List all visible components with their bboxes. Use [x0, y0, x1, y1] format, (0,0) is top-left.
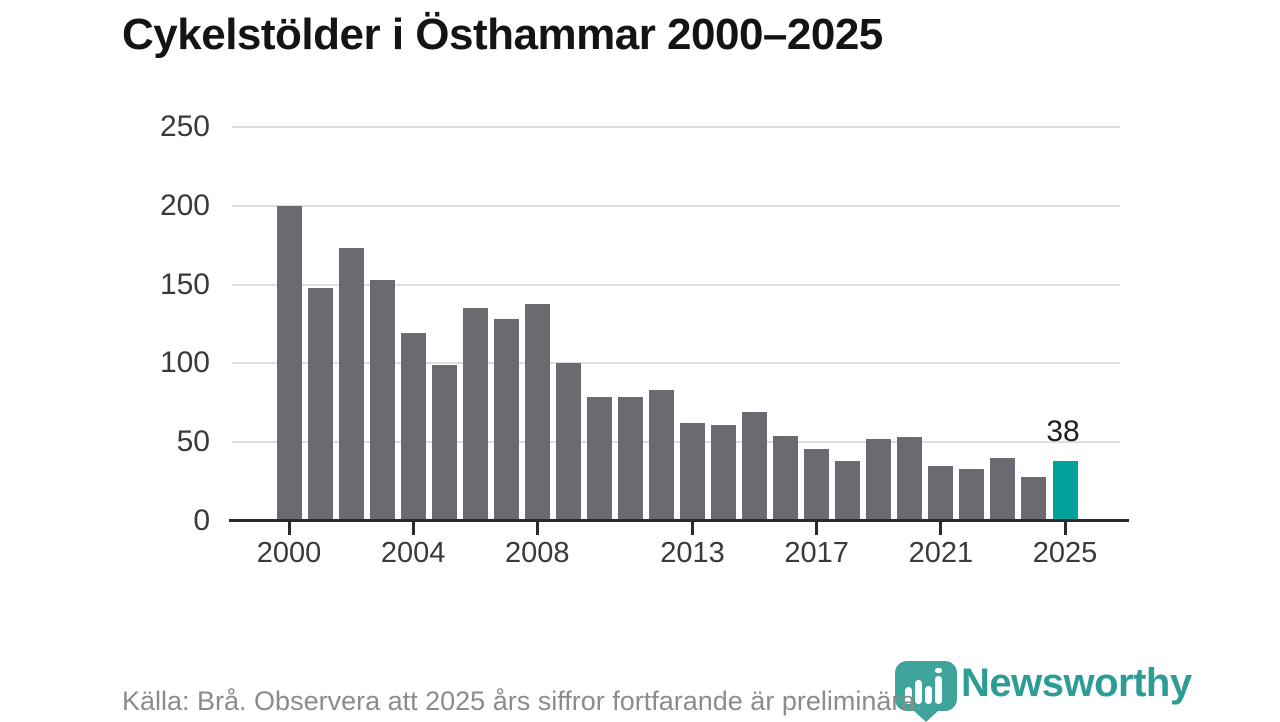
x-axis-label-2017: 2017 [784, 537, 849, 569]
bar-2002 [338, 248, 364, 521]
x-axis-tick-2021 [939, 522, 943, 535]
y-axis-label-250: 250 [159, 110, 210, 143]
x-axis-label-2021: 2021 [908, 537, 974, 569]
y-axis-label-150: 150 [159, 267, 210, 301]
x-axis-tick-2017 [815, 522, 819, 535]
bar-2009 [555, 363, 581, 521]
y-axis-label-200: 200 [159, 188, 210, 222]
bar-2016 [773, 435, 799, 521]
y-axis-label-50: 50 [176, 425, 210, 459]
source-note: Källa: Brå. Observera att 2025 års siffr… [122, 686, 923, 716]
bar-2011 [617, 396, 643, 521]
x-axis-label-2000: 2000 [256, 537, 322, 569]
bar-2003 [369, 279, 395, 521]
bar-2024 [1021, 476, 1047, 521]
bar-2022 [959, 469, 985, 521]
bar-2020 [897, 437, 923, 521]
brand-logo: Newsworthy [893, 660, 1192, 722]
bar-2025 [1052, 461, 1078, 521]
gridline-150 [232, 283, 1120, 286]
bar-2000 [276, 205, 302, 521]
highlight-value-label: 38 [1046, 415, 1080, 449]
x-axis-tick-2008 [535, 522, 539, 535]
x-axis-label-2013: 2013 [660, 537, 725, 569]
gridline-250 [232, 126, 1120, 128]
newsworthy-bubble-barchart-icon [895, 661, 957, 722]
bar-2005 [431, 364, 457, 521]
x-axis-line [229, 519, 1129, 522]
bar-2021 [928, 465, 954, 521]
y-axis-label-100: 100 [159, 346, 210, 380]
gridline-50 [232, 441, 1120, 444]
x-axis-tick-2004 [411, 522, 415, 535]
bar-2017 [804, 448, 830, 521]
y-axis-label-0: 0 [193, 504, 210, 537]
x-axis-label-2008: 2008 [505, 537, 570, 569]
x-axis-tick-2000 [287, 522, 291, 535]
bar-2004 [400, 333, 426, 521]
x-axis-tick-2025 [1063, 522, 1067, 535]
x-axis-tick-2013 [691, 522, 695, 535]
bar-2015 [742, 412, 768, 521]
chart-title: Cykelstölder i Östhammar 2000–2025 [122, 10, 883, 59]
bar-2019 [866, 439, 892, 521]
brand-name: Newsworthy [961, 661, 1192, 705]
x-axis-label-2025: 2025 [1032, 537, 1098, 569]
gridline-100 [232, 362, 1120, 365]
plot-area: 0 50 100 150 200 250 2000 2004 2008 2013 2017 2021 2… [160, 112, 1129, 568]
bar-2012 [648, 390, 674, 521]
bar-2006 [462, 308, 488, 521]
bar-2008 [524, 303, 550, 521]
x-axis-label-2004: 2004 [380, 537, 446, 569]
bar-2001 [307, 287, 333, 521]
bar-2018 [835, 461, 861, 521]
bar-2014 [711, 424, 737, 521]
bar-2013 [680, 423, 706, 521]
bar-2010 [586, 396, 612, 521]
gridline-200 [232, 204, 1120, 207]
bar-2023 [990, 457, 1016, 521]
bar-2007 [493, 319, 519, 521]
